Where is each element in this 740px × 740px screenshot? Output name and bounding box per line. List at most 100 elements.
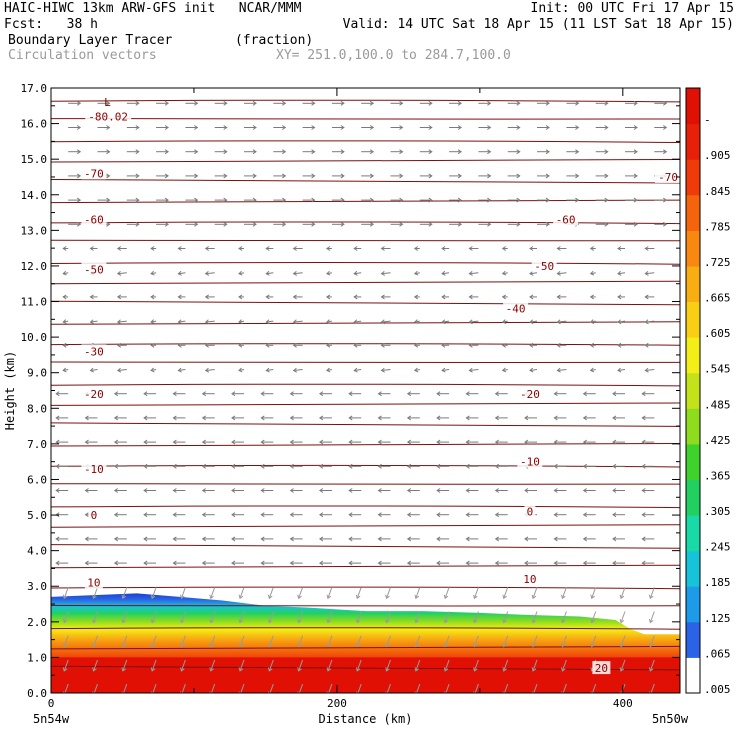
vector-arrowhead [529,246,534,251]
vector-arrowhead [292,271,298,276]
vector-arrowhead [465,512,470,518]
circulation-vector [180,659,186,672]
colorbar-swatch [686,265,700,302]
contour-label: -10 [84,463,104,476]
vector-arrowhead [619,618,625,624]
circulation-vector [561,587,567,599]
vector-arrowhead [150,342,155,348]
circulation-vector [473,587,479,599]
vector-arrowhead [326,667,332,672]
vector-arrowhead [413,246,419,251]
x-tick-label: 400 [613,697,633,710]
vector-arrowhead [353,319,358,325]
circulation-vector [298,659,304,672]
vector-arrowhead [113,512,119,518]
vector-arrowhead [164,149,170,155]
vector-arrowhead [135,221,140,227]
vector-arrowhead [348,439,353,445]
vector-arrowhead [201,415,206,421]
vector-arrowhead [556,271,561,276]
temperature-contour [51,383,680,387]
vector-arrowhead [348,512,353,518]
vector-arrowhead [385,618,390,624]
vector-arrowhead [135,173,140,179]
circulation-vector [239,611,245,623]
vector-arrowhead [172,488,177,493]
vector-arrowhead [545,149,550,155]
colorbar-swatch [686,301,700,338]
circulation-vector [415,635,421,647]
circulation-vector [210,683,216,693]
vector-arrowhead [441,270,446,276]
vector-arrowhead [556,246,561,251]
vector-arrowhead [238,594,244,600]
circulation-vector [93,587,98,599]
vector-arrowhead [487,221,492,227]
circulation-vector [178,272,186,275]
vector-arrowhead [553,415,558,421]
vector-arrowhead [340,173,345,179]
contour-label-bg [655,169,680,183]
circulation-vector [649,635,655,647]
vector-arrowhead [641,512,646,518]
vector-arrowhead [326,367,331,373]
model-title: HAIC-HIWC 13km ARW-GFS init NCAR/MMM [4,1,302,16]
circulation-vector [117,369,127,371]
vector-arrowhead [177,342,182,348]
colorbar-label: .485 [704,398,731,411]
vector-arrowhead [121,643,126,648]
circulation-vector [151,611,157,623]
vector-arrowhead [172,439,177,445]
circulation-vector [298,611,304,623]
vector-arrowhead [84,488,89,493]
vector-arrowhead [644,342,649,348]
vector-arrowhead [76,197,82,203]
circulation-vector [503,587,509,599]
vector-arrowhead [143,463,148,469]
vector-arrowhead [406,512,412,518]
vector-arrowhead [612,512,617,518]
colorbar-label: .125 [704,612,731,625]
vector-arrowhead [92,667,97,672]
y-tick-label: 4.0 [27,545,47,558]
circulation-vector [532,635,538,647]
vector-arrowhead [502,667,507,672]
vector-arrowhead [150,246,155,251]
vector-arrowhead [524,536,529,542]
vector-arrowhead [465,463,470,469]
vector-arrowhead [399,125,404,130]
circulation-vector [152,683,157,693]
vector-arrowhead [531,594,537,600]
circulation-vector [122,659,128,672]
vector-arrowhead [260,512,265,518]
contour-label: -20 [84,388,104,401]
vector-arrowhead [589,319,595,324]
circulation-vector [649,587,655,599]
vector-arrowhead [260,439,265,445]
vector-arrowhead [648,594,654,600]
circulation-vector [444,587,450,599]
vector-arrowhead [399,173,404,179]
temperature-contour [51,262,680,265]
vector-arrowhead [612,463,617,469]
vector-arrowhead [282,173,287,179]
vector-arrowhead [348,488,353,493]
circulation-vector [122,635,128,647]
vector-arrowhead [487,149,492,155]
colorbar-swatch [686,123,700,160]
vector-arrowhead [612,391,617,397]
vector-arrowhead [201,560,206,566]
temperature-contour [51,343,680,346]
contour-label: -60 [84,214,104,227]
vector-arrowhead [553,439,558,445]
vector-arrowhead [231,439,236,445]
vector-arrowhead [201,391,206,397]
vector-arrowhead [553,512,558,518]
vector-arrowhead [252,100,257,106]
y-tick-label: 3.0 [27,580,47,593]
vector-arrowhead [406,463,412,469]
circulation-vector [442,369,450,371]
vector-arrowhead [582,391,587,397]
vector-arrowhead [399,221,404,227]
circulation-vector [620,611,626,623]
